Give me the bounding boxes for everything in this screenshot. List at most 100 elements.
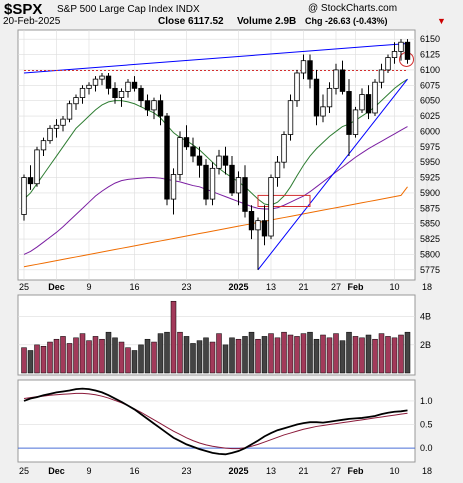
volume-bar bbox=[404, 331, 411, 374]
candle bbox=[203, 159, 209, 206]
candle-body bbox=[34, 149, 40, 185]
candle bbox=[47, 125, 53, 144]
volume-bar bbox=[209, 341, 216, 374]
volume-bar bbox=[92, 336, 99, 374]
price-tick-label: 5975 bbox=[420, 142, 440, 152]
price-tick-label: 6075 bbox=[420, 80, 440, 90]
x-tick-label-top: 23 bbox=[181, 282, 191, 292]
lower-trendline bbox=[257, 78, 408, 271]
volume-bar bbox=[385, 336, 391, 374]
candle-body bbox=[229, 164, 235, 194]
candle-body bbox=[177, 137, 183, 175]
candle-body bbox=[333, 69, 339, 89]
x-tick-label-top: 21 bbox=[298, 282, 308, 292]
macd-tick-label: 1.0 bbox=[420, 396, 433, 406]
candle bbox=[365, 85, 372, 120]
candle-body bbox=[268, 177, 274, 237]
volume-bar bbox=[99, 338, 105, 374]
x-tick-label-bottom: 23 bbox=[181, 466, 191, 476]
volume-bar bbox=[53, 338, 60, 374]
candle bbox=[300, 54, 307, 80]
x-axis: 25 25 Dec Dec 9 9 16 16 23 23 2025 2025 13 13 21 21 27 27… bbox=[19, 282, 432, 476]
candle-body bbox=[105, 75, 112, 89]
candle-body bbox=[404, 41, 411, 60]
candle bbox=[255, 217, 261, 270]
candle bbox=[118, 88, 125, 107]
candle bbox=[404, 39, 411, 64]
candle bbox=[398, 39, 404, 61]
candle bbox=[372, 79, 378, 117]
candle bbox=[196, 146, 203, 178]
candle bbox=[112, 82, 118, 104]
candle bbox=[86, 82, 92, 95]
candle-body bbox=[183, 137, 190, 148]
candle bbox=[222, 146, 229, 175]
x-tick-label-top: 2025 bbox=[228, 282, 248, 292]
candle-body bbox=[60, 118, 66, 126]
price-tick-label: 5950 bbox=[420, 157, 440, 167]
candle bbox=[235, 171, 242, 206]
volume-bar bbox=[34, 344, 40, 374]
candle bbox=[66, 100, 73, 123]
volume-bar bbox=[196, 340, 203, 374]
volume-bar bbox=[372, 338, 378, 374]
candle-body bbox=[66, 103, 73, 120]
volume-bar bbox=[203, 337, 209, 374]
symbol: $SPX bbox=[4, 1, 43, 18]
candle-body bbox=[79, 87, 86, 98]
candle bbox=[40, 137, 47, 157]
candle-body bbox=[294, 72, 300, 102]
candle-body bbox=[112, 87, 118, 98]
candle bbox=[60, 116, 66, 132]
price-tick-label: 5850 bbox=[420, 219, 440, 229]
candle bbox=[242, 165, 248, 218]
candle bbox=[378, 63, 385, 89]
candles bbox=[21, 39, 411, 270]
candle bbox=[352, 106, 359, 138]
volume-bar bbox=[287, 334, 294, 374]
candle bbox=[190, 137, 196, 163]
candle-body bbox=[138, 87, 144, 102]
candle-body bbox=[170, 174, 177, 200]
price-tick-label: 5825 bbox=[420, 234, 440, 244]
volume-bar bbox=[294, 336, 300, 374]
volume-bar bbox=[79, 333, 86, 374]
volume-bar bbox=[40, 346, 47, 374]
candle-body bbox=[144, 100, 151, 111]
candle-body bbox=[365, 94, 372, 114]
watermark: @ StockCharts.com bbox=[308, 3, 398, 14]
candle bbox=[339, 60, 346, 95]
macd-signal-line bbox=[23, 392, 408, 450]
volume-bar bbox=[229, 337, 235, 374]
candle-body bbox=[47, 127, 53, 142]
candle bbox=[151, 97, 157, 120]
volume-bar bbox=[190, 343, 196, 374]
price-tick-label: 6125 bbox=[420, 50, 440, 60]
candle-body bbox=[307, 60, 313, 80]
volume-bar bbox=[307, 331, 313, 374]
candle bbox=[34, 146, 40, 187]
volume-bar bbox=[359, 337, 365, 374]
volume-bar bbox=[177, 331, 183, 374]
candle bbox=[144, 94, 151, 117]
candle-body bbox=[40, 140, 47, 151]
volume-bar bbox=[86, 340, 92, 374]
volume-bar bbox=[183, 336, 190, 374]
x-tick-label-top: 9 bbox=[86, 282, 91, 292]
candle bbox=[281, 131, 287, 169]
change-arrow-icon: ▼ bbox=[437, 16, 446, 26]
candle bbox=[177, 131, 183, 181]
volume-bar bbox=[112, 337, 118, 374]
volume-bar bbox=[235, 338, 242, 374]
candle bbox=[170, 168, 177, 215]
candle-body bbox=[352, 109, 359, 135]
candle-body bbox=[216, 155, 222, 169]
candle bbox=[313, 69, 320, 126]
volume-bar bbox=[60, 336, 66, 374]
volume-bar bbox=[47, 341, 53, 374]
price-tick-label: 6050 bbox=[420, 96, 440, 106]
candle bbox=[92, 76, 99, 92]
volume-bar bbox=[346, 331, 352, 374]
x-tick-label-top: Feb bbox=[347, 282, 364, 292]
